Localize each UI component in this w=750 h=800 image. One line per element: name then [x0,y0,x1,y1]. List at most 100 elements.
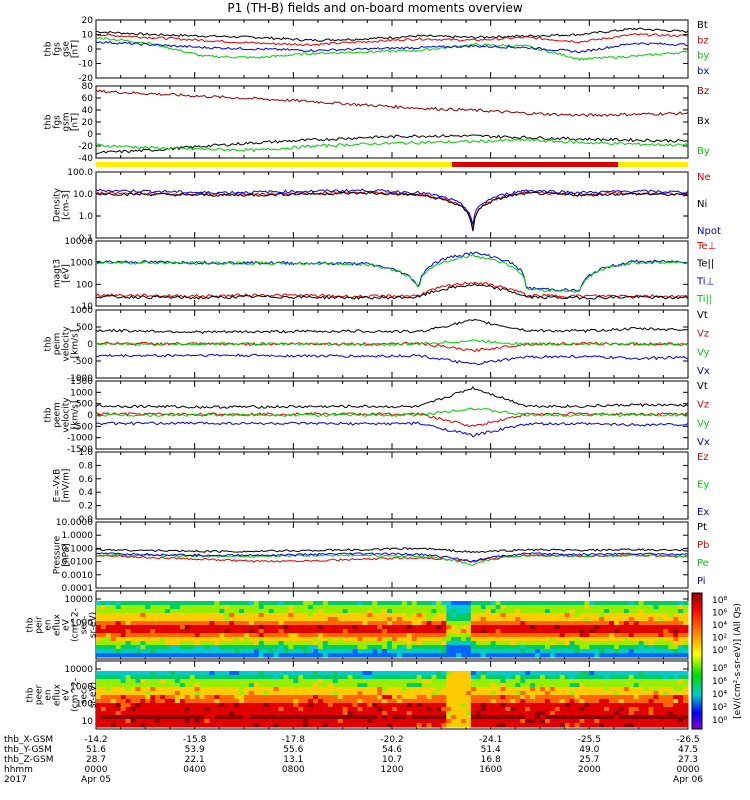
y-axis-label: Density [53,187,63,222]
legend-Vt: Vt [697,381,708,392]
legend-Vx: Vx [697,366,710,377]
series-line-Pe [95,553,689,566]
legend-Pi: Pi [697,576,706,587]
legend-by: by [697,51,709,62]
series-line-Ni [95,191,689,232]
legend-Npot: Npot [697,226,721,237]
time-axis-x: -26.5 [676,735,699,745]
series-line-Pi [95,552,689,563]
legend-Bz: Bz [697,86,709,97]
y-axis-label: sec- [80,616,90,634]
y-tick-label: 1000 [70,388,93,398]
y-axis-label: thb [44,336,54,351]
time-axis-z: 13.1 [283,755,303,765]
panel-temperature: 10000 1000 100 10 magt3 [eV] Te⊥ Te|| Ti⊥ Ti|| [53,237,717,312]
y-tick-label: 0.8 [79,461,94,471]
y-tick-label: -1000 [67,434,93,444]
y-axis-label: eV [62,618,72,631]
y-axis-label: [nT] [71,113,81,131]
y-axis-label: E=-VxB [53,469,63,503]
legend-Pt: Pt [697,522,707,533]
heatmap-peer-eflux [96,671,689,728]
y-tick-label: 10.0000 [56,518,93,528]
y-tick-label: -40 [78,154,93,164]
legend-By: By [697,146,710,157]
y-axis-label: (cm^2- [71,678,81,712]
colorbar-tick-label: 10⁰ [712,646,727,656]
y-tick-label: -20 [78,142,93,152]
y-tick-label: 10000 [64,595,93,605]
y-tick-label: 0.2 [79,502,93,512]
y-tick-label: 500 [76,323,93,333]
time-axis-row-label: thb_Z-GSM [4,755,53,765]
y-axis-label: velocity [62,397,72,433]
series-line-Bz [95,89,689,118]
y-axis-label: [cm-3] [62,190,72,220]
series-line-Vt [95,318,689,335]
legend-Vz: Vz [697,400,709,411]
y-axis-label: gsm [62,112,72,131]
legend-Ez: Ez [697,452,709,463]
time-axis-z: 22.1 [185,755,205,765]
time-axis-hhmm: 0400 [183,765,206,775]
time-axis-hhmm: 0800 [282,765,305,775]
panel-efield: 1.0 0.8 0.6 0.4 0.2 0.0 E=-VxB [mV/m] Ez Ey Ex [53,448,710,525]
series-line-Ti|| [95,253,689,293]
y-tick-label: 0.1000 [62,544,94,554]
colorbar-scale [691,592,703,730]
y-axis-label: thb [44,41,54,56]
time-axis-date: Apr 06 [673,775,703,785]
y-tick-label: 0.1 [79,234,93,244]
y-axis-label: [km/s] [71,401,81,430]
chart-title: P1 (TH-B) fields and on-board moments ov… [227,1,523,15]
y-axis-label: peem [53,402,63,428]
series-line-Te⊥ [95,281,689,299]
colorbar-tick-label: 10⁶ [712,609,727,619]
time-axis-row-label: hhmm [4,765,33,775]
y-axis-label: [km/s] [71,330,81,359]
legend-Bx: Bx [697,116,710,127]
time-axis-x: -20.2 [380,735,403,745]
time-axis-y: 51.4 [481,745,501,755]
y-tick-label: 0.6 [79,475,94,485]
y-tick-label: 1000 [70,259,93,269]
y-tick-label: 100.0 [67,168,93,178]
legend-Vt: Vt [697,310,708,321]
panel-fgs-gse: 20 10 0 -10 -20 thb fgs gse [nT] Bt bz by bx [44,16,710,84]
y-axis-label: eflux [53,613,63,636]
series-line-Ti⊥ [95,251,689,292]
series-line-Vx [95,421,689,438]
panel-density: 100.0 10.0 1.0 0.1 Density [cm-3] Ne Ni Npot [53,168,721,244]
colorbar-tick-label: 10⁸ [712,596,727,606]
y-axis-label: [eV] [62,264,72,283]
y-axis-label: thb [26,687,36,702]
series-line-Vy [95,407,689,418]
y-axis-label: sr-eV) [89,682,99,708]
y-axis-label: peer [35,684,45,705]
heatmap-peir-eflux [96,601,689,658]
colorbar-tick-label: 10⁴ [712,690,727,700]
legend-bx: bx [697,66,709,77]
y-tick-label: 1.0000 [62,531,94,541]
series-line-bx [95,40,689,54]
y-axis-label: peir [35,616,45,634]
y-tick-label: -20 [78,74,93,84]
colorbar-tick-label: 10² [712,703,727,713]
y-tick-label: 10 [82,31,94,41]
y-tick-label: 500 [76,400,93,410]
y-tick-label: 1000 [70,306,93,316]
series-line-Npot [95,188,689,225]
y-tick-label: 0 [87,411,93,421]
time-axis-x: -25.5 [578,735,601,745]
series-line-Pt [95,547,689,554]
time-axis-y: 51.6 [86,745,106,755]
legend-Pb: Pb [697,540,709,551]
time-axis-hhmm: 0000 [85,765,108,775]
panel-fgs-gsm: 80 60 40 20 0 -20 -40 thb fgs gsm [nT] Bz Bx By [44,82,710,164]
legend-Ne: Ne [697,172,711,183]
legend-bz: bz [697,35,709,46]
y-tick-label: 0.0100 [62,558,94,568]
y-tick-label: 100 [76,700,93,710]
